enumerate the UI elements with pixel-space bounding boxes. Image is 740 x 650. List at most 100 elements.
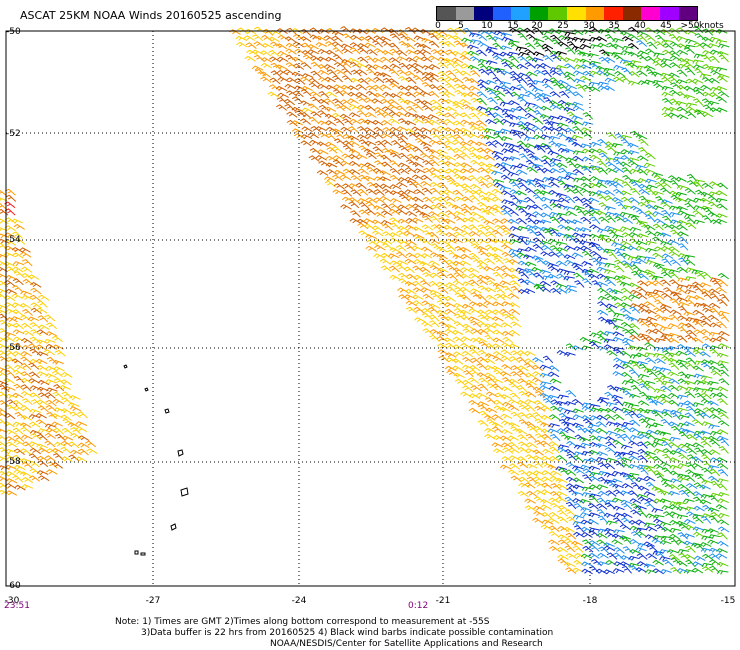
wind-barb xyxy=(662,453,673,462)
wind-barb xyxy=(549,475,561,483)
wind-barb xyxy=(438,134,450,141)
wind-barb xyxy=(702,63,714,71)
wind-barb xyxy=(547,176,560,182)
wind-barb xyxy=(486,69,497,77)
wind-barb xyxy=(28,371,40,379)
wind-barb xyxy=(605,167,617,173)
wind-barb xyxy=(500,413,513,419)
wind-barb xyxy=(589,224,602,230)
wind-barb xyxy=(716,392,728,399)
wind-barb xyxy=(444,140,456,146)
wind-barb xyxy=(461,37,473,43)
wind-barb xyxy=(363,218,375,224)
wind-barb xyxy=(588,552,600,559)
wind-barb xyxy=(11,246,24,253)
wind-barb xyxy=(541,455,553,462)
wind-barb xyxy=(349,61,361,69)
wind-barb xyxy=(645,280,657,287)
wind-barb xyxy=(269,56,281,63)
wind-barb xyxy=(517,365,529,372)
wind-barb xyxy=(420,180,432,187)
wind-barb xyxy=(419,43,432,50)
wind-barb xyxy=(636,168,648,176)
wind-barb xyxy=(524,498,536,504)
wind-barb xyxy=(660,335,671,343)
legend-swatch xyxy=(604,7,623,20)
wind-barb xyxy=(695,189,706,197)
wind-barb xyxy=(4,386,16,392)
wind-barb xyxy=(645,309,657,315)
wind-barb xyxy=(5,471,17,477)
wind-barb xyxy=(572,477,584,484)
wind-barb xyxy=(516,385,528,393)
wind-barb xyxy=(645,481,657,489)
wind-barb xyxy=(534,182,546,190)
wind-barb xyxy=(540,489,553,495)
wind-barb xyxy=(693,433,705,441)
wind-barb xyxy=(11,316,23,322)
wind-barb xyxy=(717,272,729,280)
wind-barb xyxy=(541,476,553,483)
wind-barb xyxy=(75,456,87,462)
wind-barb xyxy=(687,454,698,462)
wind-barb xyxy=(550,433,561,442)
wind-barb xyxy=(573,444,586,450)
wind-barb xyxy=(405,49,417,55)
wind-barb xyxy=(639,335,650,343)
wind-barb xyxy=(382,242,393,250)
wind-barb xyxy=(564,63,576,70)
wind-barb xyxy=(595,427,608,434)
wind-barb xyxy=(46,411,58,419)
wind-barb xyxy=(372,64,384,70)
wind-barb xyxy=(653,498,665,504)
wind-barb xyxy=(444,127,456,133)
wind-barb xyxy=(533,284,545,292)
wind-barb xyxy=(571,115,583,121)
wind-barb xyxy=(444,60,456,69)
wind-barb xyxy=(526,476,538,484)
wind-barb xyxy=(463,370,474,378)
wind-barb xyxy=(643,563,656,569)
wind-barb xyxy=(419,127,432,133)
wind-barb xyxy=(422,215,433,223)
wind-barb xyxy=(668,224,680,231)
wind-barb xyxy=(549,77,561,85)
wind-barb xyxy=(717,411,729,419)
wind-barb xyxy=(310,111,322,118)
wind-barb xyxy=(548,539,560,546)
wind-barb xyxy=(661,245,673,252)
wind-barb xyxy=(667,323,680,329)
wind-barb xyxy=(357,56,369,64)
wind-barb xyxy=(477,320,489,328)
wind-barb xyxy=(627,150,640,156)
wind-barb xyxy=(422,104,434,112)
wind-barb xyxy=(422,271,434,279)
wind-barb xyxy=(596,451,608,457)
wind-barb xyxy=(508,156,521,162)
wind-barb xyxy=(661,223,674,230)
wind-barb xyxy=(451,35,464,42)
wind-barb xyxy=(500,166,512,174)
wind-barb xyxy=(509,392,521,400)
wind-barb xyxy=(684,391,696,399)
wind-barb xyxy=(491,253,503,260)
wind-barb xyxy=(532,194,544,202)
wind-barb xyxy=(635,164,647,170)
wind-barb xyxy=(446,133,457,141)
wind-barb xyxy=(461,217,474,223)
wind-barb xyxy=(573,503,585,511)
wind-barb xyxy=(715,213,728,219)
wind-barb xyxy=(524,505,537,512)
wind-barb xyxy=(459,84,471,91)
wind-barb xyxy=(20,363,32,370)
wind-barb xyxy=(579,336,592,343)
wind-barb xyxy=(413,188,425,196)
wind-barb xyxy=(420,287,433,293)
wind-barb xyxy=(542,119,554,127)
wind-barb xyxy=(675,501,687,507)
wind-barb xyxy=(660,62,672,69)
wind-barb xyxy=(579,498,592,504)
wind-barb xyxy=(12,329,25,335)
wind-barb xyxy=(493,154,505,162)
wind-barb xyxy=(645,204,657,211)
